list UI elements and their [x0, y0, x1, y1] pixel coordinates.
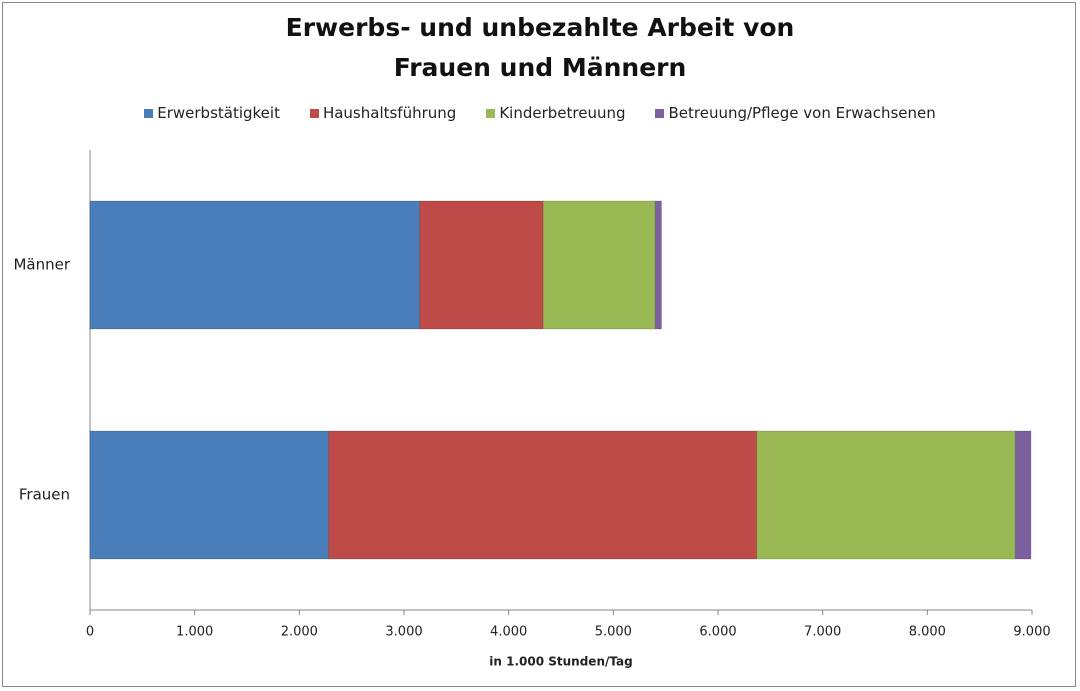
legend-item: Haushaltsführung [309, 104, 457, 122]
legend: Erwerbstätigkeit Haushaltsführung Kinderbe… [0, 104, 1080, 122]
x-tick-label: 4.000 [490, 625, 527, 640]
legend-swatch [486, 108, 496, 118]
legend-item: Kinderbetreuung [486, 104, 625, 122]
legend-swatch [655, 108, 665, 118]
x-tick-label: 9.000 [1013, 625, 1050, 640]
bar-segment [1014, 430, 1032, 560]
bar-segment [419, 200, 544, 330]
y-tick-label: Männer [13, 256, 70, 274]
bar-segment [654, 200, 662, 330]
legend-swatch [144, 108, 154, 118]
x-tick-label: 3.000 [385, 625, 422, 640]
x-tick-label: 8.000 [909, 625, 946, 640]
x-tick-label: 7.000 [804, 625, 841, 640]
x-tick-label: 0 [86, 625, 94, 640]
x-tick-label: 1.000 [176, 625, 213, 640]
legend-label: Haushaltsführung [322, 104, 457, 122]
bar-segment [542, 200, 656, 330]
bar-segment [756, 430, 1016, 560]
chart-title: Erwerbs- und unbezahlte Arbeit von Fraue… [285, 13, 795, 82]
x-tick-label: 6.000 [699, 625, 736, 640]
legend-label: Erwerbstätigkeit [157, 104, 280, 122]
legend-item: Betreuung/Pflege von Erwachsenen [655, 104, 936, 122]
bar-segment [89, 430, 330, 560]
x-tick-label: 5.000 [595, 625, 632, 640]
legend-label: Betreuung/Pflege von Erwachsenen [668, 104, 936, 122]
bar-segment [89, 200, 421, 330]
bar-segment [328, 430, 758, 560]
legend-swatch [309, 108, 319, 118]
legend-label: Kinderbetreuung [499, 104, 626, 122]
x-tick-label: 2.000 [281, 625, 318, 640]
y-tick-label: Frauen [19, 486, 70, 504]
x-axis-label: in 1.000 Stunden/Tag [489, 655, 632, 669]
legend-item: Erwerbstätigkeit [144, 104, 280, 122]
